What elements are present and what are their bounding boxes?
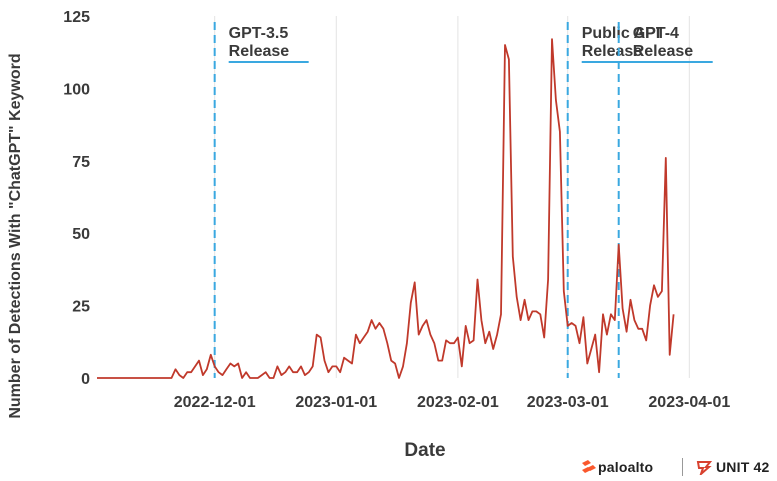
unit42-wordmark: UNIT 42: [716, 459, 770, 475]
event-label: GPT-3.5: [229, 25, 289, 42]
series-line: [97, 38, 675, 379]
unit42-mark-icon: [696, 461, 712, 475]
y-tick-label: 75: [72, 154, 90, 171]
x-tick-label: 2023-02-01: [417, 394, 499, 411]
y-tick-label: 100: [63, 81, 90, 98]
y-tick-label: 25: [72, 299, 90, 316]
y-axis-label: Number of Detections With "ChatGPT" Keyw…: [7, 53, 24, 418]
paloalto-wordmark: paloalto: [598, 459, 654, 475]
event-label: GPT-4: [633, 25, 679, 42]
logo-divider: [682, 458, 683, 476]
y-tick-label: 125: [63, 9, 90, 26]
x-axis-label: Date: [404, 440, 445, 461]
y-tick-label: 0: [81, 371, 90, 388]
y-tick-label: 50: [72, 226, 90, 243]
x-tick-label: 2022-12-01: [174, 394, 256, 411]
x-tick-label: 2023-03-01: [527, 394, 609, 411]
event-label: Release: [229, 43, 290, 60]
paloalto-logo: paloalto: [580, 458, 653, 476]
event-label: Release: [633, 43, 694, 60]
x-tick-label: 2023-04-01: [648, 394, 730, 411]
x-tick-label: 2023-01-01: [295, 394, 377, 411]
event-label: Public API: [582, 25, 661, 42]
event-label: Release: [582, 43, 643, 60]
y-axis-ticks: 0 25 50 75 100 125: [63, 9, 90, 388]
x-axis-ticks: 2022-12-01 2023-01-01 2023-02-01 2023-03-01…: [174, 394, 731, 411]
unit42-logo: UNIT 42: [696, 458, 770, 476]
paloalto-mark-icon: [582, 460, 596, 473]
